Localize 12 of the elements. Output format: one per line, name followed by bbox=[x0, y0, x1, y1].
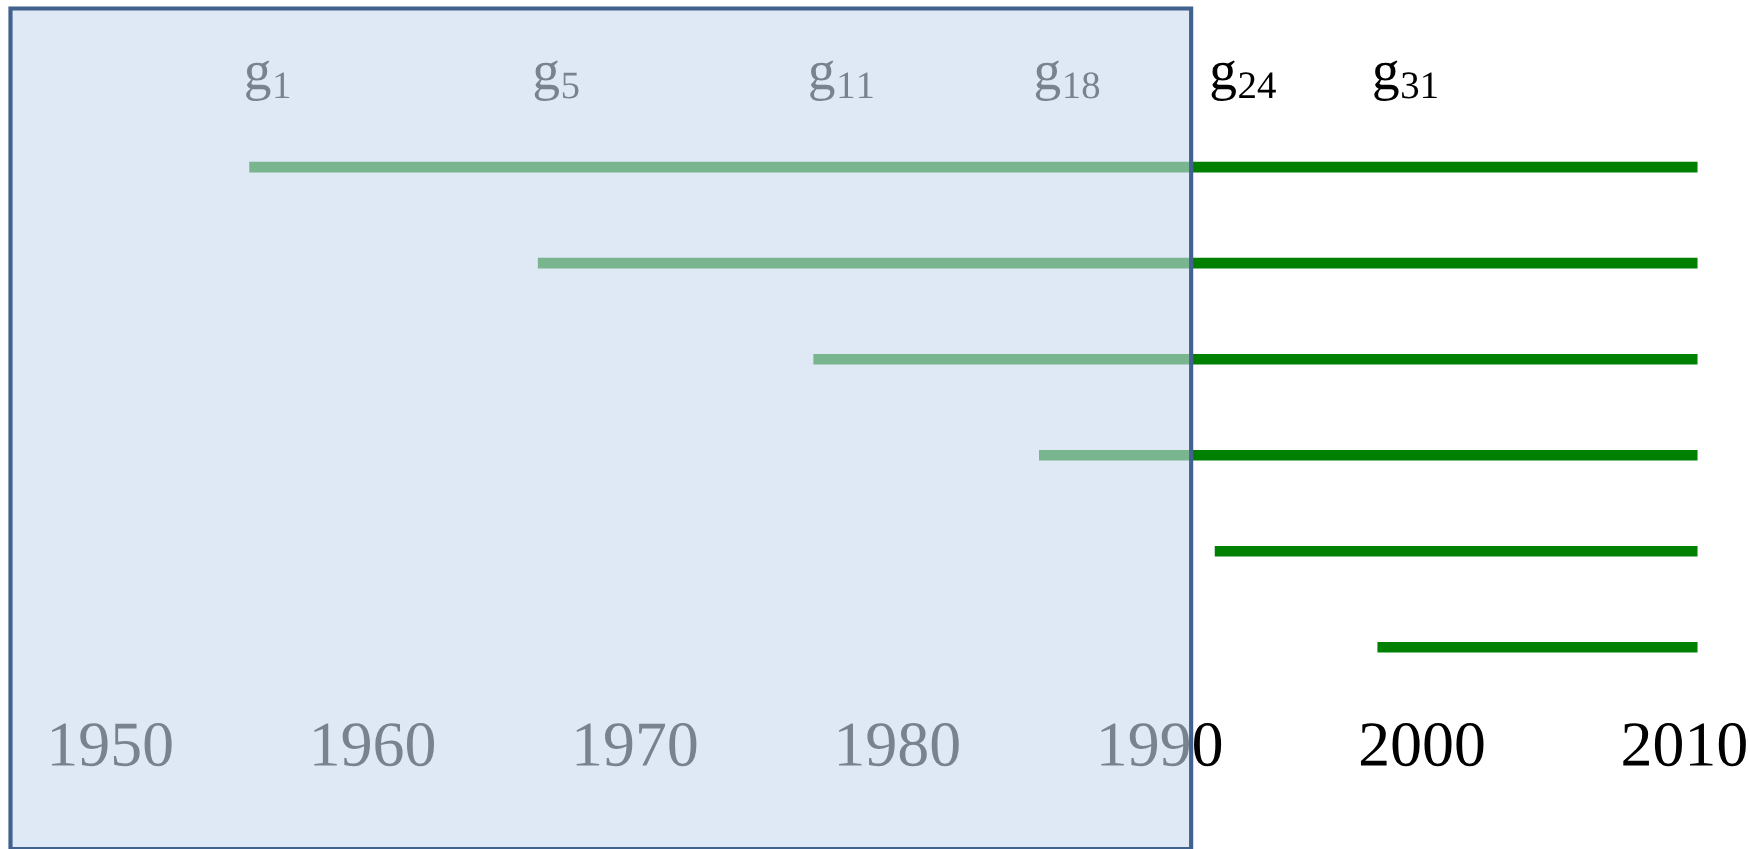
x-tick-label: 2010 bbox=[1623, 723, 1746, 767]
x-tick-label: 1950 bbox=[51, 723, 172, 767]
text: g$_{18}$ bbox=[1035, 60, 1100, 101]
x-tick-label: 1980 bbox=[839, 723, 959, 767]
text: g$_{11}$ bbox=[810, 60, 873, 101]
text: g$_{1}$ bbox=[246, 60, 290, 101]
text: g$_{31}$ bbox=[1374, 60, 1437, 101]
x-tick-label: 2000 bbox=[1360, 723, 1484, 767]
x-tick-label: 1970 bbox=[576, 723, 697, 767]
text: g$_{24}$ bbox=[1211, 60, 1276, 101]
text: g$_{5}$ bbox=[534, 60, 579, 101]
x-tick-label: 1960 bbox=[314, 723, 435, 767]
